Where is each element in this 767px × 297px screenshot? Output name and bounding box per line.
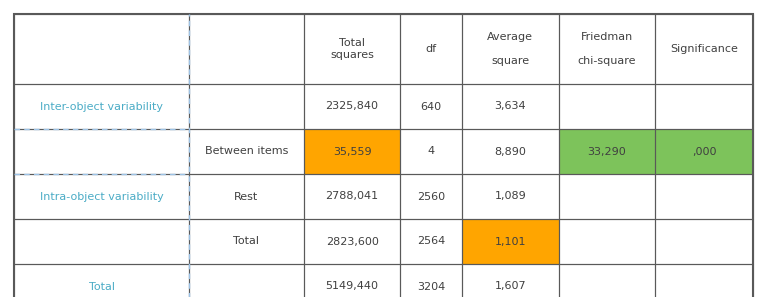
Text: 2560: 2560 [417,192,445,201]
Bar [558,84,656,129]
Bar [189,174,304,219]
Text: 1,089: 1,089 [495,192,526,201]
Bar [656,174,753,219]
Text: 2325,840: 2325,840 [326,102,379,111]
Bar [400,14,462,84]
Text: 33,290: 33,290 [588,146,627,157]
Bar [462,219,558,264]
Text: 1,101: 1,101 [495,236,526,247]
Bar [189,84,304,129]
Bar [558,129,656,174]
Bar [304,14,400,84]
Text: Total: Total [88,282,114,291]
Bar [14,129,189,174]
Bar [189,129,304,174]
Bar [304,219,400,264]
Bar [462,84,558,129]
Text: 1,607: 1,607 [495,282,526,291]
Bar [304,84,400,129]
Bar [400,129,462,174]
Text: 35,559: 35,559 [333,146,371,157]
Bar [558,14,656,84]
Text: Intra-object variability: Intra-object variability [40,192,163,201]
Bar [189,219,304,264]
Text: 2788,041: 2788,041 [325,192,379,201]
Text: 3204: 3204 [417,282,446,291]
Text: 640: 640 [420,102,442,111]
Bar [656,264,753,297]
Bar [558,129,656,174]
Bar [400,264,462,297]
Bar [462,264,558,297]
Text: Average

square: Average square [487,32,533,66]
Text: 4: 4 [428,146,435,157]
Text: 5149,440: 5149,440 [326,282,379,291]
Bar [656,84,753,129]
Bar [656,129,753,174]
Bar [14,219,189,264]
Text: Total: Total [233,236,259,247]
Bar [656,219,753,264]
Bar [304,264,400,297]
Bar [304,129,400,174]
Text: Friedman

chi-square: Friedman chi-square [578,32,637,66]
Text: Significance: Significance [670,44,738,54]
Bar [400,219,462,264]
Bar [656,14,753,84]
Bar [304,129,400,174]
Bar [14,264,189,297]
Text: 8,890: 8,890 [494,146,526,157]
Bar [400,174,462,219]
Bar [558,174,656,219]
Bar [462,14,558,84]
Text: Rest: Rest [234,192,258,201]
Text: df: df [426,44,436,54]
Text: Inter-object variability: Inter-object variability [40,102,163,111]
Bar [14,174,189,219]
Bar [304,174,400,219]
Text: ,000: ,000 [692,146,716,157]
Bar [558,264,656,297]
Bar [656,129,753,174]
Bar [462,174,558,219]
Bar [462,129,558,174]
Text: Total
squares: Total squares [330,38,374,60]
Bar [462,219,558,264]
Bar [189,264,304,297]
Text: 3,634: 3,634 [495,102,526,111]
Text: Between items: Between items [205,146,288,157]
Bar [14,14,189,84]
Bar [400,84,462,129]
Bar [558,219,656,264]
Text: 2823,600: 2823,600 [326,236,379,247]
Bar [14,84,189,129]
Text: 2564: 2564 [417,236,446,247]
Bar [189,14,304,84]
